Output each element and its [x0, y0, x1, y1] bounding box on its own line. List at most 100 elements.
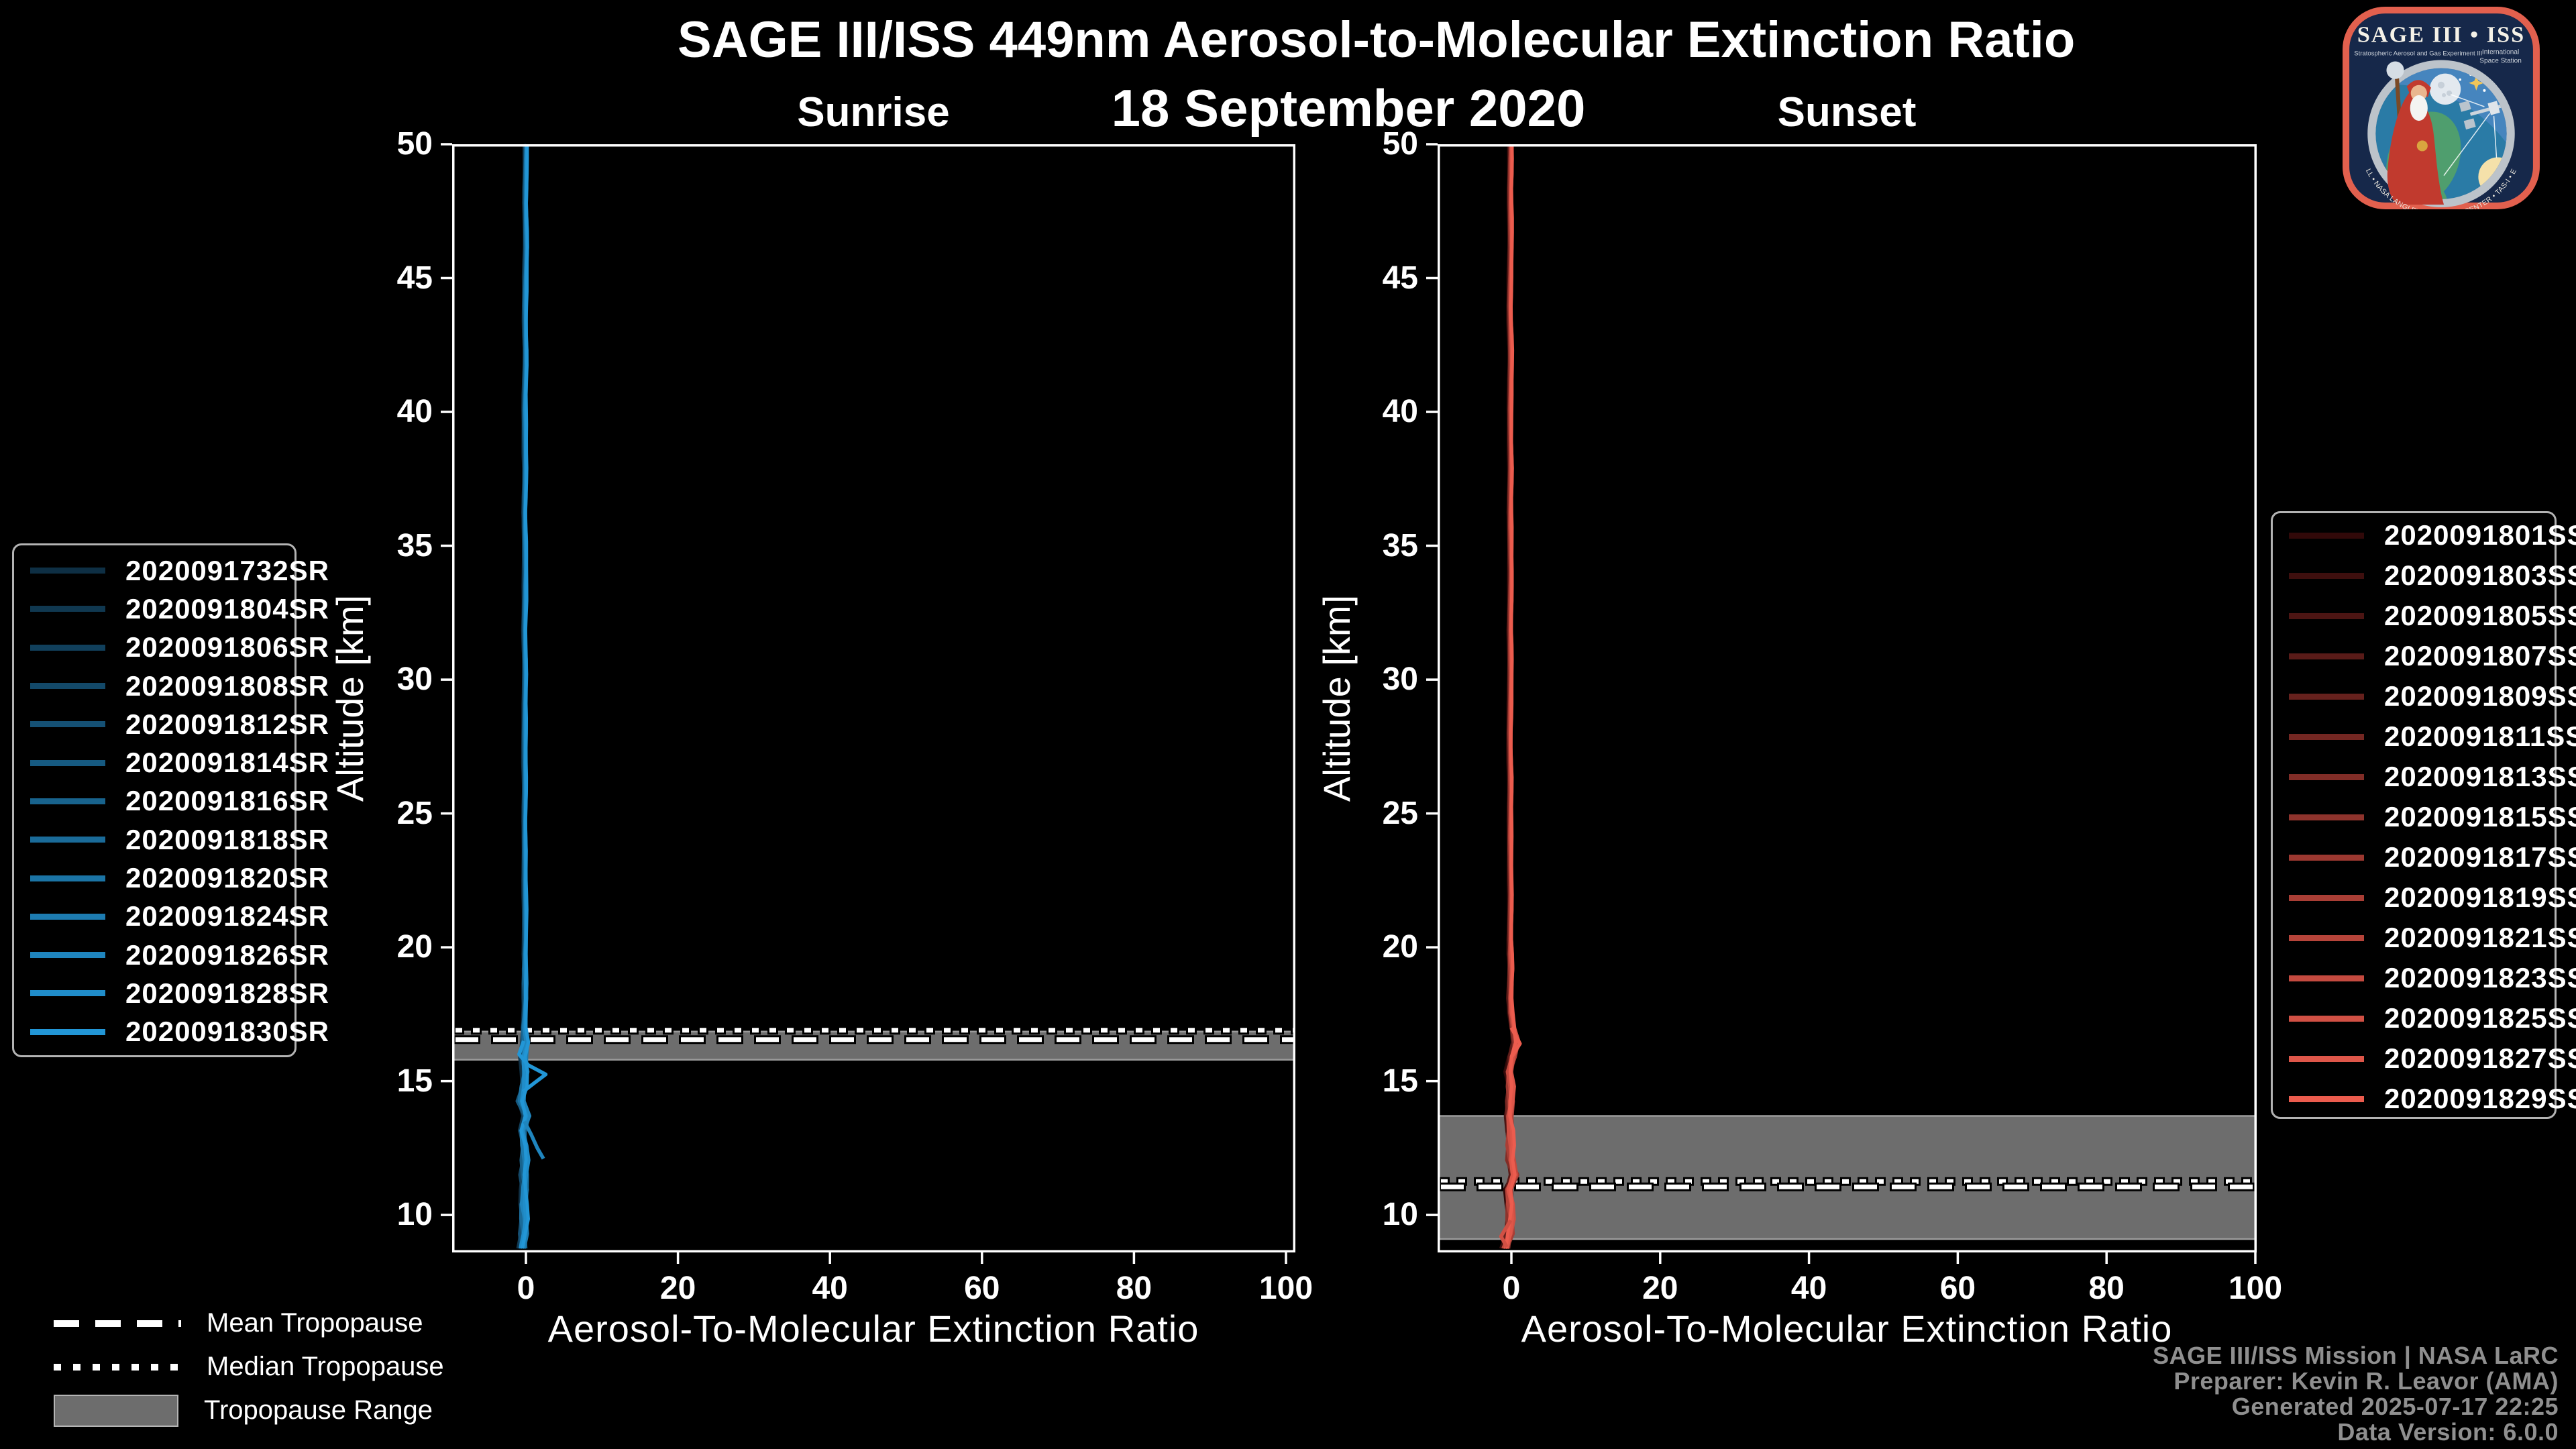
legend-line-swatch-icon: [30, 721, 105, 728]
legend-item-label: 2020091816SR: [125, 785, 329, 817]
legend-item-2020091821SS: 2020091821SS: [2273, 918, 2576, 958]
attribution-mission: SAGE III/ISS Mission | NASA LaRC: [2153, 1342, 2559, 1369]
logo-title: SAGE III • ISS: [2357, 22, 2525, 47]
legend-item-2020091809SS: 2020091809SS: [2273, 676, 2576, 716]
legend-line-swatch-icon: [2289, 1015, 2364, 1022]
median-tropopause-legend-item: Median Tropopause: [54, 1345, 444, 1389]
legend-line-swatch-icon: [2289, 532, 2364, 539]
legend-item-label: 2020091814SR: [125, 747, 329, 779]
profile-outlier-2020091825SS: [1499, 1219, 1513, 1248]
legend-item-label: 2020091829SS: [2384, 1083, 2576, 1114]
legend-item-label: 2020091809SS: [2384, 680, 2576, 712]
legend-item-2020091804SR: 2020091804SR: [14, 590, 329, 628]
x-tick-label: 60: [1939, 1271, 1976, 1306]
plot-frame: [1438, 144, 2257, 1252]
profile-outlier-2020091829SS: [1509, 1026, 1522, 1059]
legend-item-2020091816SR: 2020091816SR: [14, 782, 329, 820]
moon-icon: [2429, 73, 2461, 105]
legend-line-swatch-icon: [30, 837, 105, 843]
legend-item-2020091813SS: 2020091813SS: [2273, 757, 2576, 797]
x-tick-label: 80: [2088, 1271, 2125, 1306]
dashed-line-swatch-icon: [54, 1320, 181, 1327]
legend-item-label: 2020091804SR: [125, 592, 329, 625]
legend-line-swatch-icon: [30, 952, 105, 959]
legend-line-swatch-icon: [2289, 612, 2364, 619]
x-tick-label: 0: [517, 1271, 535, 1306]
legend-item-2020091803SS: 2020091803SS: [2273, 555, 2576, 596]
y-tick-label: 15: [1382, 1063, 1418, 1099]
y-tick-label: 20: [396, 929, 433, 965]
legend-line-swatch-icon: [2289, 653, 2364, 659]
legend-item-label: 2020091807SS: [2384, 640, 2576, 672]
y-tick-label: 15: [396, 1063, 433, 1099]
legend-item-2020091830SR: 2020091830SR: [14, 1013, 329, 1051]
legend-item-label: 2020091823SS: [2384, 962, 2576, 994]
legend-item-2020091807SS: 2020091807SS: [2273, 636, 2576, 676]
sunset-events-legend: 2020091801SS 2020091803SS 2020091805SS 2020…: [2271, 511, 2576, 1119]
panel-title-sunset: Sunset: [1777, 89, 1917, 136]
legend-line-swatch-icon: [2289, 733, 2364, 740]
legend-item-2020091826SR: 2020091826SR: [14, 936, 329, 974]
x-tick-label: 20: [1642, 1271, 1678, 1306]
tropopause-range-label: Tropopause Range: [204, 1395, 433, 1425]
tropopause-range-legend-item: Tropopause Range: [54, 1389, 444, 1432]
sunrise-plot: [441, 143, 1295, 1264]
mean-tropopause-legend-item: Mean Tropopause: [54, 1301, 444, 1345]
attribution-generated: Generated 2025-07-17 22:25: [2231, 1393, 2559, 1420]
legend-line-swatch-icon: [2289, 773, 2364, 780]
legend-item-2020091828SR: 2020091828SR: [14, 974, 329, 1012]
legend-line-swatch-icon: [2289, 975, 2364, 981]
legend-line-swatch-icon: [2289, 572, 2364, 579]
legend-item-label: 2020091803SS: [2384, 559, 2576, 591]
legend-item-2020091814SR: 2020091814SR: [14, 743, 329, 782]
legend-item-2020091815SS: 2020091815SS: [2273, 797, 2576, 837]
legend-item-2020091819SS: 2020091819SS: [2273, 877, 2576, 918]
sunrise-events-legend: 2020091732SR 2020091804SR 2020091806SR 2020…: [12, 543, 329, 1057]
legend-line-swatch-icon: [30, 875, 105, 881]
logo-subtitle: Stratospheric Aerosol and Gas Experiment…: [2354, 50, 2482, 57]
y-tick-label: 50: [396, 126, 433, 162]
legend-line-swatch-icon: [2289, 814, 2364, 820]
legend-item-label: 2020091815SS: [2384, 801, 2576, 833]
y-tick-label: 25: [396, 795, 433, 831]
x-axis-label-sunset: Aerosol-To-Molecular Extinction Ratio: [1521, 1307, 2173, 1350]
mean-tropopause-label: Mean Tropopause: [207, 1308, 423, 1338]
legend-item-2020091829SS: 2020091829SS: [2273, 1079, 2576, 1119]
profile-outlier-2020091826SR: [523, 1120, 545, 1160]
legend-line-swatch-icon: [30, 606, 105, 612]
plot-frame: [452, 144, 1295, 1252]
legend-item-2020091818SR: 2020091818SR: [14, 820, 329, 859]
legend-line-swatch-icon: [2289, 693, 2364, 700]
y-tick-label: 30: [1382, 661, 1418, 698]
y-tick-label: 45: [396, 260, 433, 296]
legend-item-label: 2020091826SR: [125, 938, 329, 971]
legend-item-label: 2020091812SR: [125, 708, 329, 740]
y-tick-label: 20: [1382, 929, 1418, 965]
legend-line-swatch-icon: [30, 990, 105, 997]
x-tick-label: 100: [2228, 1271, 2283, 1306]
x-tick-label: 0: [1502, 1271, 1521, 1306]
legend-line-swatch-icon: [2289, 1095, 2364, 1102]
attribution-block: SAGE III/ISS Mission | NASA LaRC Prepare…: [2153, 1343, 2559, 1445]
legend-item-2020091812SR: 2020091812SR: [14, 705, 329, 743]
logo-iss-line2: Space Station: [2479, 58, 2522, 65]
sage-figure-icon: [2386, 61, 2445, 205]
legend-item-label: 2020091806SR: [125, 631, 329, 663]
legend-item-2020091827SS: 2020091827SS: [2273, 1038, 2576, 1079]
legend-line-swatch-icon: [30, 798, 105, 804]
figure-title: SAGE III/ISS 449nm Aerosol-to-Molecular …: [678, 11, 2076, 68]
legend-item-2020091823SS: 2020091823SS: [2273, 958, 2576, 998]
legend-item-label: 2020091811SS: [2384, 720, 2576, 752]
legend-item-label: 2020091801SS: [2384, 519, 2576, 551]
legend-item-label: 2020091830SR: [125, 1016, 329, 1048]
y-tick-label: 35: [1382, 527, 1418, 564]
y-tick-label: 10: [396, 1197, 433, 1233]
legend-item-label: 2020091819SS: [2384, 881, 2576, 913]
legend-item-label: 2020091821SS: [2384, 922, 2576, 953]
y-tick-label: 45: [1382, 260, 1418, 296]
legend-line-swatch-icon: [30, 683, 105, 690]
profile-line-2020091829SS: [1504, 144, 1517, 1249]
legend-item-2020091806SR: 2020091806SR: [14, 629, 329, 667]
x-tick-label: 80: [1116, 1271, 1152, 1306]
legend-item-label: 2020091825SS: [2384, 1002, 2576, 1034]
